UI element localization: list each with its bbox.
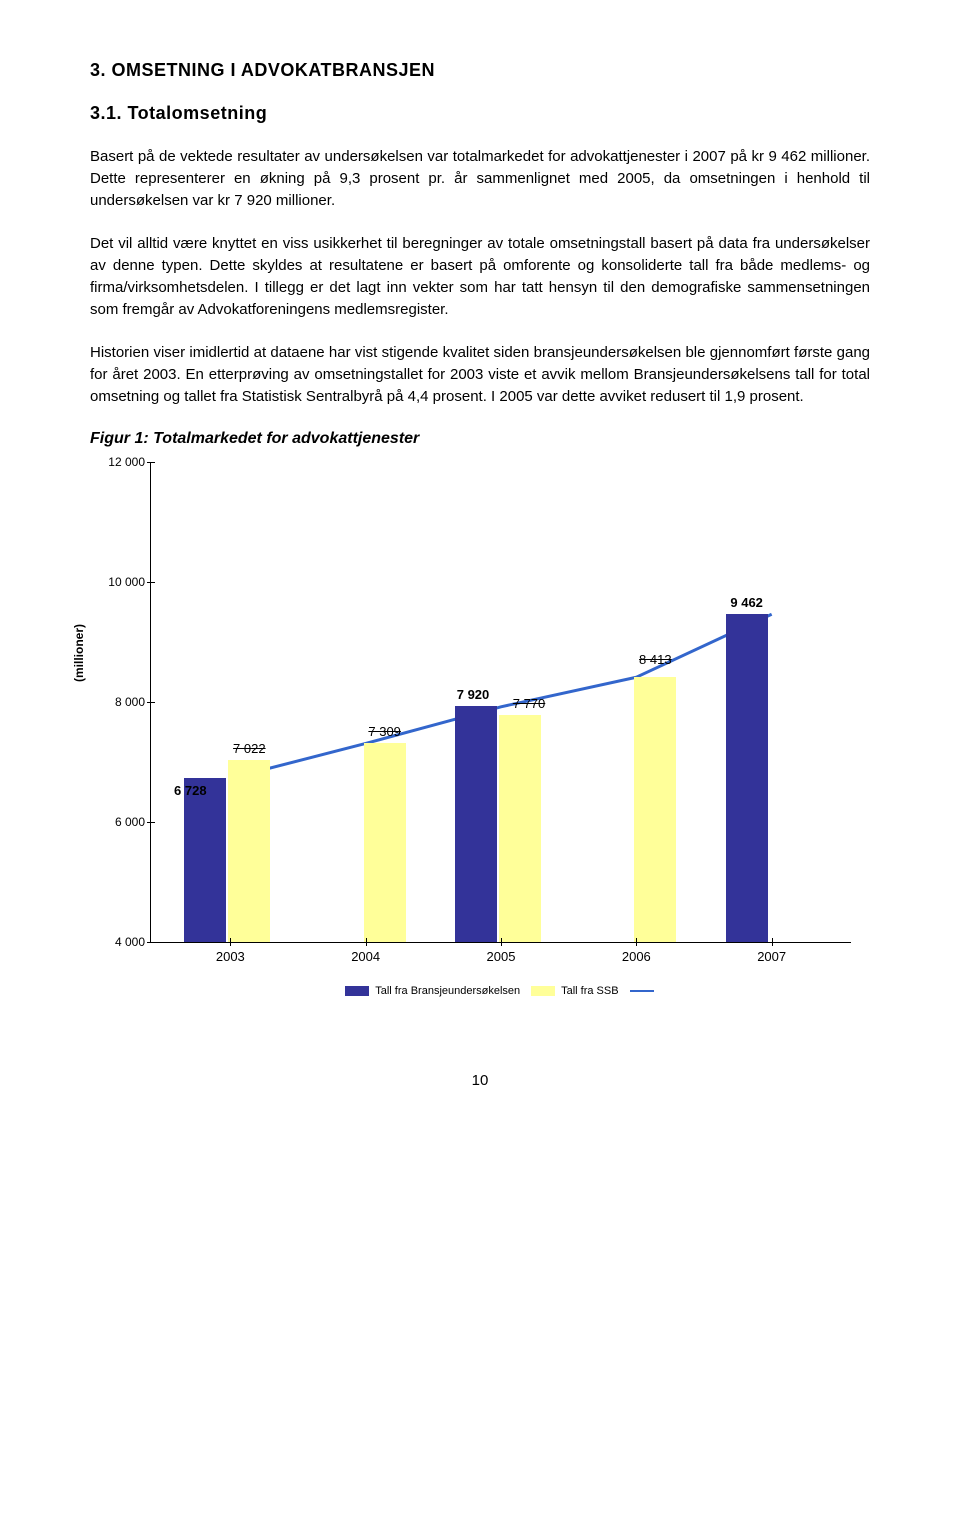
legend-label-ssb: Tall fra SSB <box>561 985 618 997</box>
bar-group: 9 4622007 <box>716 462 828 942</box>
y-tick-mark <box>147 582 155 583</box>
bar-bransje <box>184 778 226 942</box>
bar-group: 7 3092004 <box>310 462 422 942</box>
legend-item-line <box>630 985 657 997</box>
chart: (millioner) Tall fra Bransjeundersøkelse… <box>90 452 870 992</box>
bar-label-ssb: 7 022 <box>233 741 266 756</box>
bar-label-bransje: 6 728 <box>174 783 207 798</box>
bar-group: 6 7287 0222003 <box>174 462 286 942</box>
bar-label-ssb: 7 770 <box>513 696 546 711</box>
x-tick-mark <box>636 938 637 946</box>
y-tick-mark <box>147 702 155 703</box>
bar-ssb <box>228 760 270 941</box>
bar-label-ssb: 7 309 <box>368 724 401 739</box>
section-title: 3. OMSETNING I ADVOKATBRANSJEN <box>90 60 870 81</box>
paragraph-2: Det vil alltid være knyttet en viss usik… <box>90 233 870 320</box>
x-axis-label: 2003 <box>174 949 286 964</box>
bar-label-bransje: 7 920 <box>457 687 490 702</box>
bar-label-ssb: 8 413 <box>639 652 672 667</box>
subsection-title: 3.1. Totalomsetning <box>90 103 870 124</box>
x-tick-mark <box>501 938 502 946</box>
y-tick-label: 12 000 <box>101 455 145 469</box>
x-axis-label: 2006 <box>580 949 692 964</box>
figure-title: Figur 1: Totalmarkedet for advokattjenes… <box>90 430 870 448</box>
bar-bransje <box>455 706 497 941</box>
y-tick-label: 6 000 <box>101 815 145 829</box>
legend-swatch-bransje <box>345 986 369 996</box>
legend-swatch-ssb <box>531 986 555 996</box>
legend-swatch-line <box>630 990 654 992</box>
y-tick-label: 10 000 <box>101 575 145 589</box>
bar-ssb <box>364 743 406 942</box>
x-tick-mark <box>230 938 231 946</box>
legend: Tall fra Bransjeundersøkelsen Tall fra S… <box>151 985 851 997</box>
plot-area: Tall fra Bransjeundersøkelsen Tall fra S… <box>150 462 851 943</box>
paragraph-1: Basert på de vektede resultater av under… <box>90 146 870 211</box>
y-tick-mark <box>147 462 155 463</box>
x-axis-label: 2004 <box>310 949 422 964</box>
y-tick-mark <box>147 822 155 823</box>
x-axis-label: 2005 <box>445 949 557 964</box>
page-number: 10 <box>90 1072 870 1089</box>
y-tick-label: 4 000 <box>101 935 145 949</box>
y-tick-mark <box>147 942 155 943</box>
x-tick-mark <box>366 938 367 946</box>
bar-ssb <box>499 715 541 941</box>
y-axis-label: (millioner) <box>72 623 86 681</box>
bar-ssb <box>634 677 676 942</box>
bar-label-bransje: 9 462 <box>730 595 763 610</box>
bar-group: 7 9207 7702005 <box>445 462 557 942</box>
x-axis-label: 2007 <box>716 949 828 964</box>
paragraph-3: Historien viser imidlertid at dataene ha… <box>90 342 870 407</box>
legend-label-bransje: Tall fra Bransjeundersøkelsen <box>375 985 520 997</box>
bar-bransje <box>726 614 768 942</box>
legend-item-bransje: Tall fra Bransjeundersøkelsen <box>345 985 520 997</box>
legend-item-ssb: Tall fra SSB <box>531 985 618 997</box>
x-tick-mark <box>772 938 773 946</box>
bar-group: 8 4132006 <box>580 462 692 942</box>
y-tick-label: 8 000 <box>101 695 145 709</box>
